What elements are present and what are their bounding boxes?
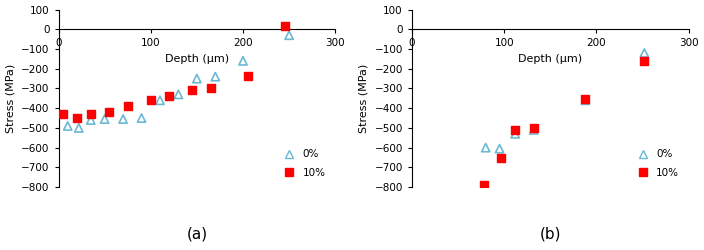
Point [58, 112, 69, 116]
Point [639, 59, 650, 63]
X-axis label: Depth (μm): Depth (μm) [165, 54, 229, 64]
Point [122, 104, 133, 108]
Point [136, 116, 147, 120]
Point [579, 98, 591, 102]
Legend: 0%, 10%: 0%, 10% [275, 145, 330, 182]
Point [163, 94, 175, 98]
Point [103, 110, 115, 114]
Point [187, 88, 198, 92]
Point [510, 128, 521, 132]
Point [210, 75, 221, 79]
Point [242, 74, 253, 78]
Point [480, 146, 491, 150]
Y-axis label: Stress (MPa): Stress (MPa) [359, 64, 369, 133]
Point [528, 126, 539, 130]
Point [154, 98, 165, 102]
Point [71, 116, 82, 120]
Point [73, 126, 84, 130]
Point [284, 33, 295, 37]
Point [579, 97, 591, 101]
Point [191, 76, 203, 80]
Point [494, 147, 505, 151]
Point [172, 92, 184, 96]
Point [85, 112, 96, 116]
Point [118, 117, 129, 121]
Point [478, 183, 489, 187]
Point [639, 51, 650, 55]
Point [145, 98, 156, 102]
Text: (a): (a) [187, 226, 208, 241]
Y-axis label: Stress (MPa): Stress (MPa) [6, 64, 15, 133]
X-axis label: Depth (μm): Depth (μm) [518, 54, 582, 64]
Point [99, 117, 111, 121]
Point [237, 59, 249, 63]
Point [279, 24, 290, 28]
Point [85, 118, 96, 122]
Legend: 0%, 10%: 0%, 10% [628, 145, 684, 182]
Point [205, 86, 216, 90]
Point [62, 124, 73, 128]
Point [496, 156, 507, 160]
Point [510, 132, 521, 136]
Text: (b): (b) [539, 226, 561, 241]
Point [528, 128, 539, 132]
